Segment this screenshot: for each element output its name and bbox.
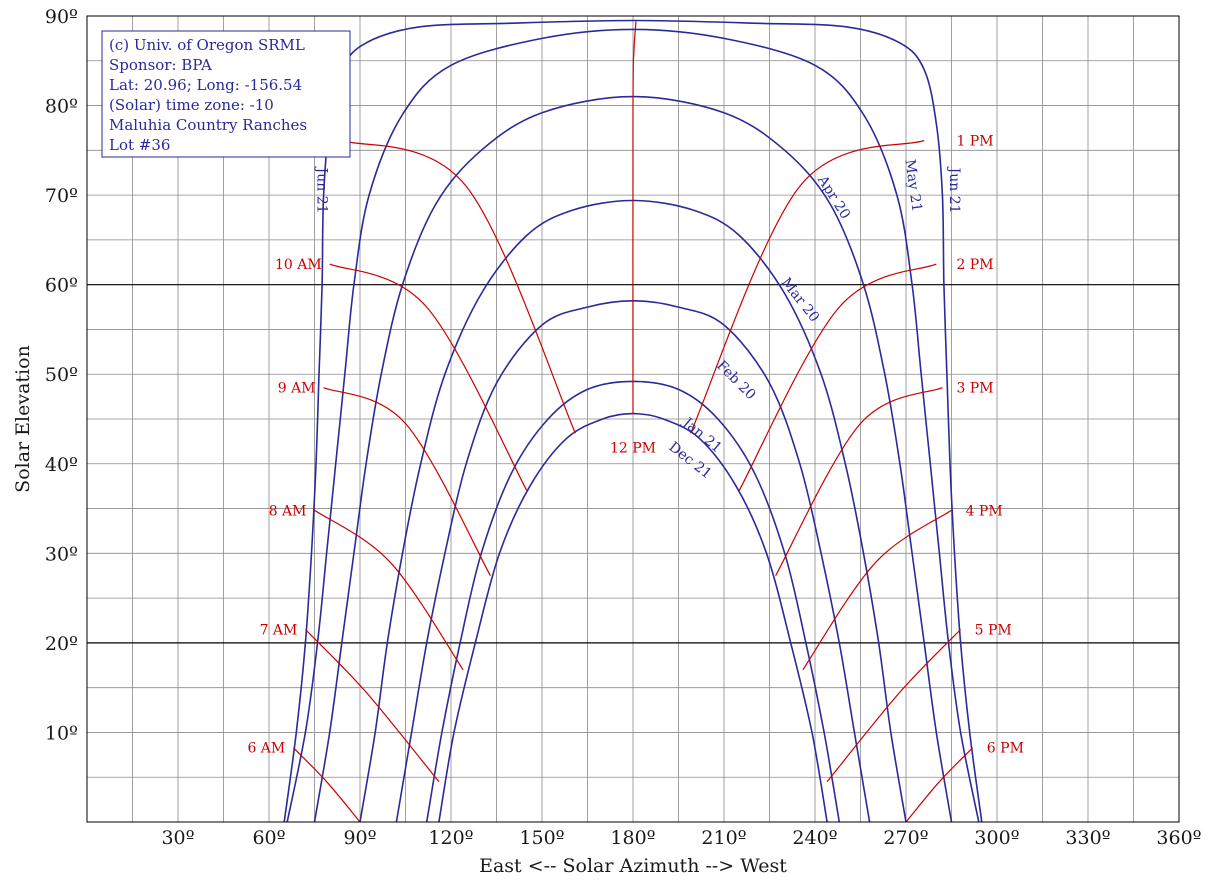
hour-curve (323, 387, 491, 576)
hour-curve (304, 629, 440, 783)
hour-curve (341, 139, 576, 434)
info-line: Lot #36 (109, 136, 170, 154)
date-label: Apr 20 (814, 172, 854, 222)
hour-label: 9 AM (278, 381, 316, 397)
info-box-frame (101, 30, 351, 158)
y-tick-label: 10º (45, 722, 78, 744)
date-curve (283, 19, 983, 823)
info-line: (Solar) time zone: -10 (109, 96, 274, 114)
x-tick-label: 300º (974, 827, 1019, 849)
x-tick-label: 210º (701, 827, 746, 849)
info-line: Maluhia Country Ranches (109, 116, 307, 134)
hour-label: 7 AM (260, 622, 298, 638)
hour-label: 3 PM (956, 381, 993, 397)
info-line: Lat: 20.96; Long: -156.54 (109, 76, 302, 94)
hour-label: 10 AM (275, 257, 322, 273)
hour-curve (329, 263, 528, 491)
hour-curve (802, 509, 952, 671)
plot-frame (86, 15, 1180, 823)
hour-label: 8 AM (269, 503, 307, 519)
y-tick-label: 20º (45, 633, 78, 655)
x-tick-label: 150º (519, 827, 564, 849)
hour-curve (775, 387, 943, 576)
hour-label: 12 PM (610, 440, 656, 456)
y-tick-label: 90º (45, 6, 78, 28)
hour-label: 6 PM (987, 741, 1024, 757)
tick-labels: 30º 60º 90º 120º 150º 180º 210º 240º 270º 300º 330… (45, 6, 1202, 849)
x-tick-label: 120º (428, 827, 473, 849)
y-tick-label: 50º (45, 364, 78, 386)
hour-curve (690, 139, 925, 434)
hour-label: 1 PM (956, 133, 993, 149)
date-label: Feb 20 (713, 358, 759, 404)
hour-curve (632, 21, 637, 414)
hour-curve (905, 747, 974, 823)
hour-label: 5 PM (975, 622, 1012, 638)
x-axis-label: East <-- Solar Azimuth --> West (479, 855, 787, 877)
date-label: Jun 21 (946, 166, 962, 214)
y-tick-label: 30º (45, 543, 78, 565)
y-tick-label: 70º (45, 185, 78, 207)
hour-label: 6 AM (247, 741, 285, 757)
info-line: Sponsor: BPA (109, 56, 212, 74)
date-label: Jun 21 (314, 166, 330, 214)
hour-curve (314, 509, 464, 671)
x-tick-label: 90º (343, 827, 376, 849)
x-tick-label: 240º (792, 827, 837, 849)
info-line: (c) Univ. of Oregon SRML (109, 36, 305, 54)
hour-label: 4 PM (966, 503, 1003, 519)
x-tick-label: 330º (1065, 827, 1110, 849)
date-curve (286, 28, 980, 823)
hour-label: 2 PM (956, 257, 993, 273)
y-tick-label: 60º (45, 275, 78, 297)
x-tick-label: 60º (252, 827, 285, 849)
y-tick-label: 40º (45, 454, 78, 476)
hour-curves (292, 21, 974, 823)
x-tick-label: 30º (161, 827, 194, 849)
date-label: Mar 20 (778, 275, 822, 326)
hour-curve (738, 263, 937, 491)
hour-curve (826, 629, 962, 783)
hour-curve (292, 747, 361, 823)
y-axis-label: Solar Elevation (12, 345, 34, 493)
x-tick-label: 360º (1156, 827, 1201, 849)
x-tick-label: 180º (610, 827, 655, 849)
y-tick-label: 80º (45, 96, 78, 118)
date-label: May 21 (901, 158, 924, 213)
x-tick-label: 270º (883, 827, 928, 849)
hour-labels: 6 AM 7 AM 8 AM 9 AM 10 AM 12 PM 1 PM 2 PM 3 PM 4 … (247, 133, 1023, 756)
info-box: (c) Univ. of Oregon SRML Sponsor: BPA La… (101, 30, 351, 158)
